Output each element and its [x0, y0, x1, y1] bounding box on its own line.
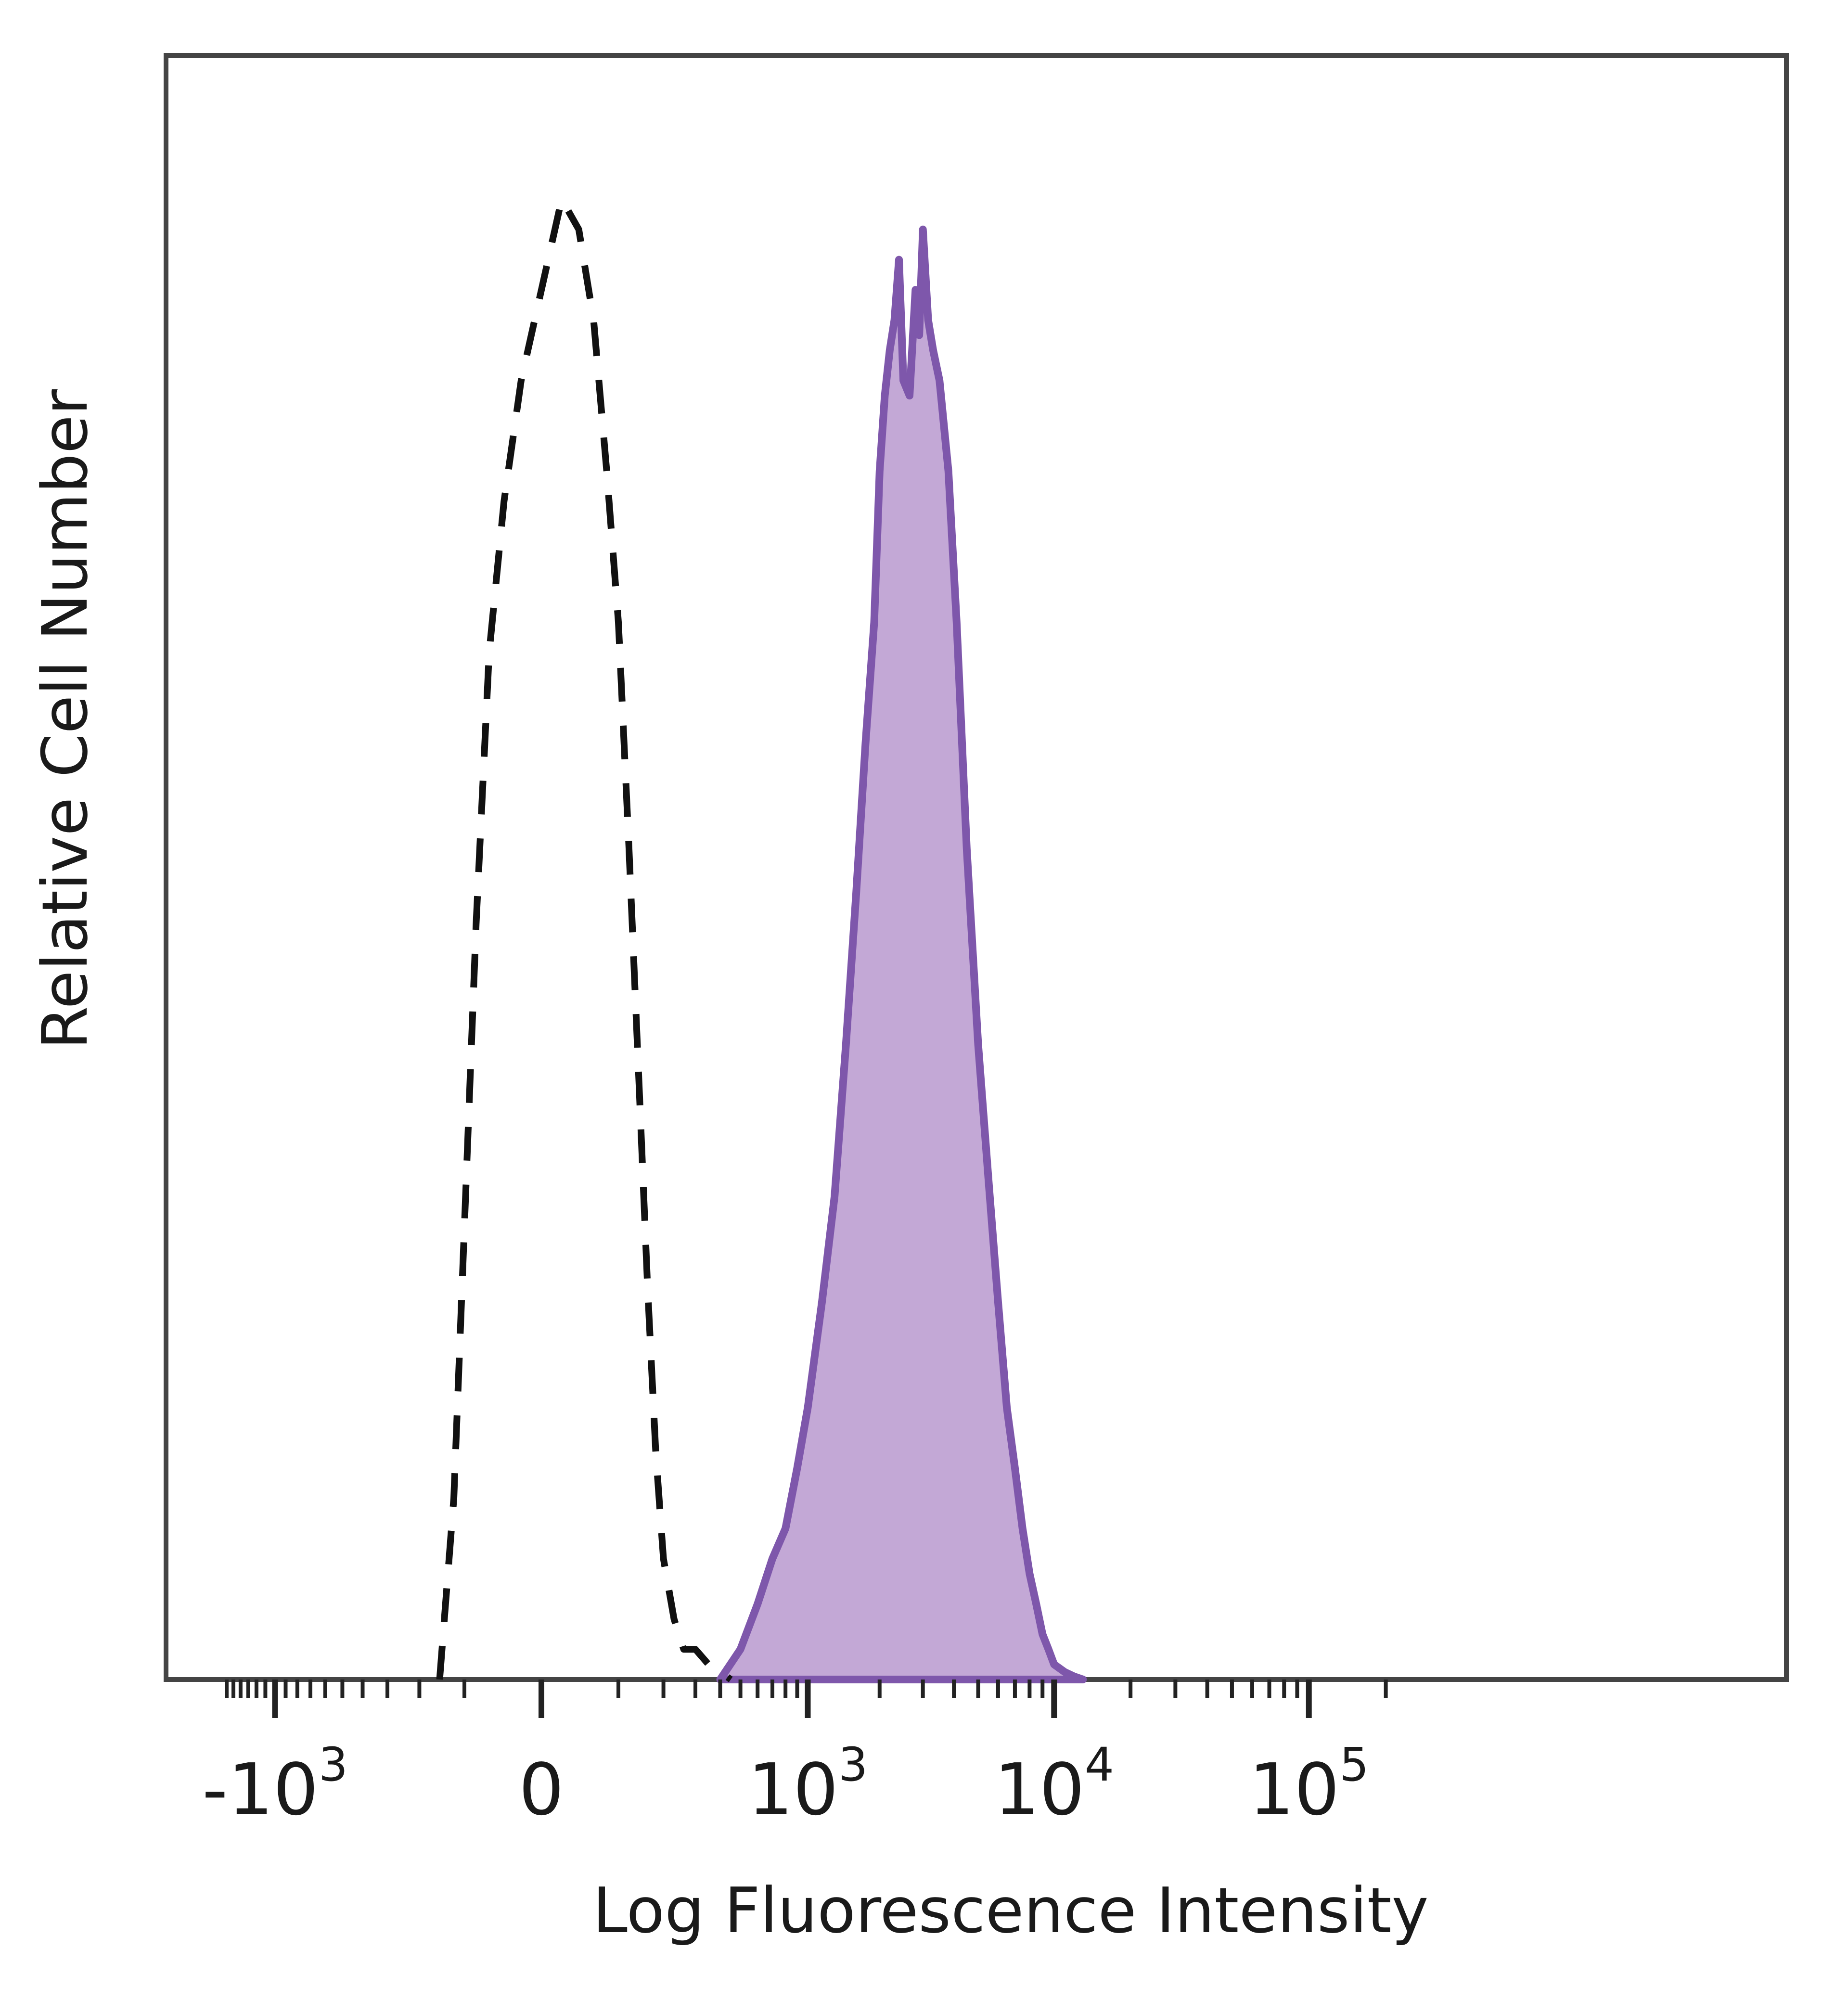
- x-tick-label: 0: [519, 1748, 564, 1831]
- x-axis-label: Log Fluorescence Intensity: [592, 1874, 1428, 1947]
- y-axis-label: Relative Cell Number: [28, 389, 102, 1050]
- x-tick-label: 103: [748, 1738, 868, 1831]
- series-1-dashed-histogram: [436, 196, 733, 1682]
- series-0-filled-histogram: [716, 225, 1087, 1683]
- x-tick-label: 105: [1249, 1738, 1369, 1831]
- x-tick-labels: -103 0 103 104 105: [202, 1738, 1369, 1831]
- minor-ticks: [225, 1679, 1388, 1698]
- series-layer: [436, 196, 1087, 1683]
- x-tick-label: -103: [202, 1738, 348, 1831]
- major-ticks: [272, 1679, 1312, 1718]
- x-tick-label: 104: [994, 1738, 1114, 1831]
